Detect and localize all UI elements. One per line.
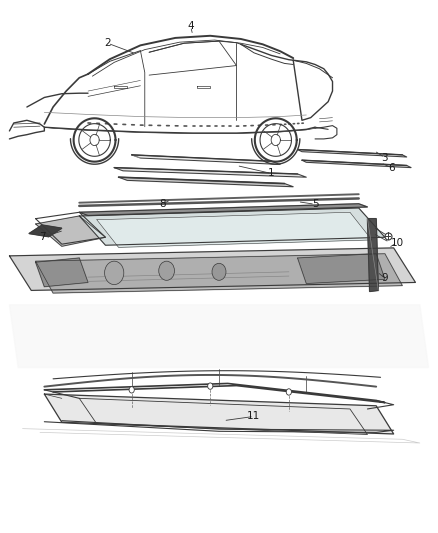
Circle shape bbox=[159, 261, 174, 280]
Circle shape bbox=[105, 261, 124, 285]
Polygon shape bbox=[97, 212, 372, 247]
Polygon shape bbox=[132, 155, 280, 165]
Polygon shape bbox=[35, 216, 106, 246]
Polygon shape bbox=[297, 150, 407, 157]
Polygon shape bbox=[10, 248, 416, 290]
Polygon shape bbox=[367, 219, 378, 292]
Polygon shape bbox=[119, 177, 293, 187]
Text: 3: 3 bbox=[381, 152, 388, 163]
Text: 5: 5 bbox=[312, 199, 318, 209]
Circle shape bbox=[208, 383, 213, 389]
Text: 11: 11 bbox=[247, 411, 261, 422]
Text: 7: 7 bbox=[39, 232, 46, 243]
Polygon shape bbox=[297, 254, 385, 284]
Polygon shape bbox=[35, 254, 403, 293]
Text: 10: 10 bbox=[391, 238, 404, 247]
Text: 1: 1 bbox=[268, 168, 275, 179]
Polygon shape bbox=[35, 258, 88, 287]
Text: 2: 2 bbox=[104, 38, 111, 48]
Polygon shape bbox=[10, 305, 428, 368]
Text: 8: 8 bbox=[159, 199, 166, 209]
Circle shape bbox=[212, 263, 226, 280]
Polygon shape bbox=[79, 208, 385, 245]
Polygon shape bbox=[79, 204, 367, 215]
Circle shape bbox=[129, 386, 134, 393]
Polygon shape bbox=[302, 160, 411, 167]
Text: 9: 9 bbox=[381, 273, 388, 283]
Polygon shape bbox=[29, 225, 62, 237]
Text: 4: 4 bbox=[187, 21, 194, 31]
Circle shape bbox=[286, 389, 291, 395]
Polygon shape bbox=[44, 394, 394, 434]
Polygon shape bbox=[114, 167, 306, 177]
Text: 6: 6 bbox=[388, 163, 395, 173]
